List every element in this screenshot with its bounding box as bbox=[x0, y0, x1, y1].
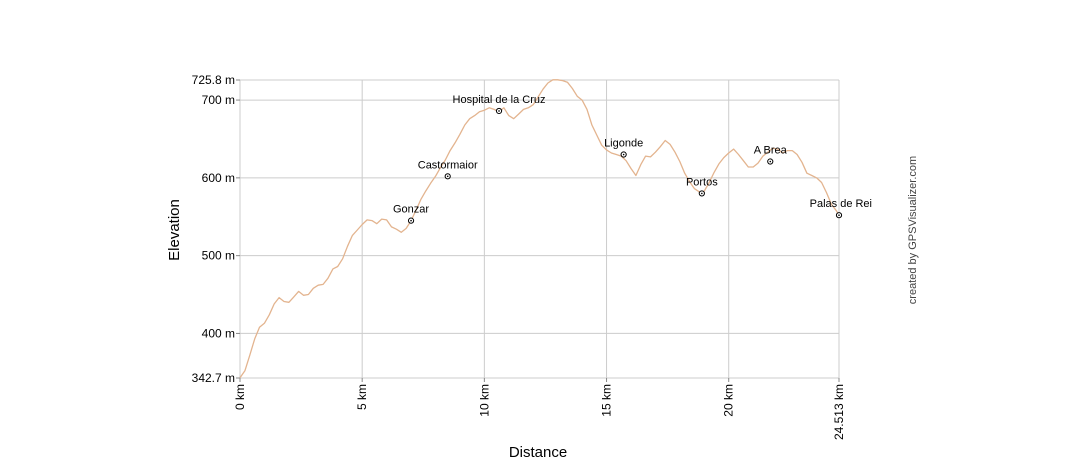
waypoint-palas-de-rei: Palas de Rei bbox=[810, 198, 872, 219]
waypoint-gonzar: Gonzar bbox=[393, 204, 429, 224]
waypoint-castormaior: Castormaior bbox=[418, 159, 478, 180]
x-tick-label: 24.513 km bbox=[832, 384, 846, 440]
y-tick-label: 400 m bbox=[202, 326, 235, 340]
y-tick-label: 725.8 m bbox=[192, 73, 235, 87]
waypoint-marker-dot bbox=[769, 160, 772, 163]
elevation-series bbox=[239, 79, 840, 379]
waypoint-marker-dot bbox=[622, 153, 625, 156]
x-tick-label: 0 km bbox=[233, 384, 247, 410]
waypoint-marker-dot bbox=[701, 192, 703, 195]
x-axis-title: Distance bbox=[509, 444, 567, 460]
waypoint-label: Palas de Rei bbox=[810, 198, 872, 210]
waypoint-label: Hospital de la Cruz bbox=[453, 94, 546, 106]
x-tick-label: 10 km bbox=[477, 384, 491, 417]
waypoint-label: Castormaior bbox=[418, 159, 478, 171]
y-axis-title: Elevation bbox=[166, 199, 183, 261]
waypoint-label: Ligonde bbox=[604, 138, 643, 150]
waypoint-label: Gonzar bbox=[393, 204, 429, 216]
waypoint-portos: Portos bbox=[686, 176, 718, 197]
waypoint-a-brea: A Brea bbox=[754, 145, 788, 165]
credit-text: created by GPSVisualizer.com bbox=[907, 156, 919, 304]
y-tick-label: 700 m bbox=[202, 93, 235, 107]
waypoint-marker-dot bbox=[410, 219, 412, 222]
y-tick-label: 342.7 m bbox=[192, 371, 235, 385]
waypoint-marker-dot bbox=[446, 175, 449, 178]
waypoint-marker-dot bbox=[498, 110, 500, 112]
x-tick-label: 15 km bbox=[600, 384, 614, 417]
axes: 0 km 5 km 10 km 15 km 20 km 24.513 km 342.7 m 4… bbox=[192, 73, 846, 440]
y-tick-label: 600 m bbox=[202, 171, 235, 185]
waypoint-hospital-de-la-cruz: Hospital de la Cruz bbox=[453, 94, 546, 115]
waypoint-label: A Brea bbox=[754, 145, 788, 157]
elevation-line bbox=[239, 79, 840, 379]
x-tick-label: 20 km bbox=[722, 384, 736, 417]
waypoints: Gonzar Castormaior Hospital de la Cruz Ligo… bbox=[393, 94, 872, 224]
grid bbox=[239, 79, 840, 379]
waypoint-ligonde: Ligonde bbox=[604, 138, 643, 158]
y-tick-label: 500 m bbox=[202, 249, 235, 263]
waypoint-marker-dot bbox=[838, 214, 840, 216]
waypoint-label: Portos bbox=[686, 176, 718, 188]
x-tick-label: 5 km bbox=[355, 384, 369, 410]
